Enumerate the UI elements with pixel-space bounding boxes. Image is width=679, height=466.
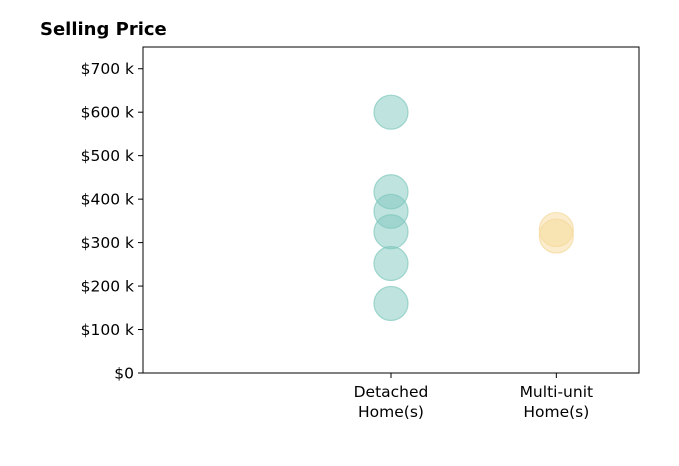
x-tick-label: Detached Home(s)	[354, 383, 429, 421]
y-tick-label: $700 k	[81, 60, 134, 78]
y-tick-label: $100 k	[81, 321, 134, 339]
y-tick-label: $500 k	[81, 147, 134, 165]
data-point	[373, 214, 409, 250]
data-point	[373, 94, 409, 130]
data-point	[373, 285, 409, 322]
data-points	[373, 94, 574, 322]
x-axis: Detached Home(s) Multi-unit Home(s)	[354, 373, 593, 421]
data-point	[538, 218, 574, 254]
y-tick-label: $300 k	[81, 234, 134, 252]
y-tick-label: $600 k	[81, 104, 134, 122]
y-tick-label: $200 k	[81, 278, 134, 296]
y-axis: $0 $100 k $200 k $300 k $400 k $500 k $600 k $7…	[81, 60, 143, 383]
chart-title: Selling Price	[40, 19, 167, 40]
x-tick-label: Multi-unit Home(s)	[520, 383, 594, 421]
y-tick-label: $400 k	[81, 191, 134, 209]
data-point	[373, 245, 409, 282]
y-tick-label: $0	[114, 365, 134, 383]
